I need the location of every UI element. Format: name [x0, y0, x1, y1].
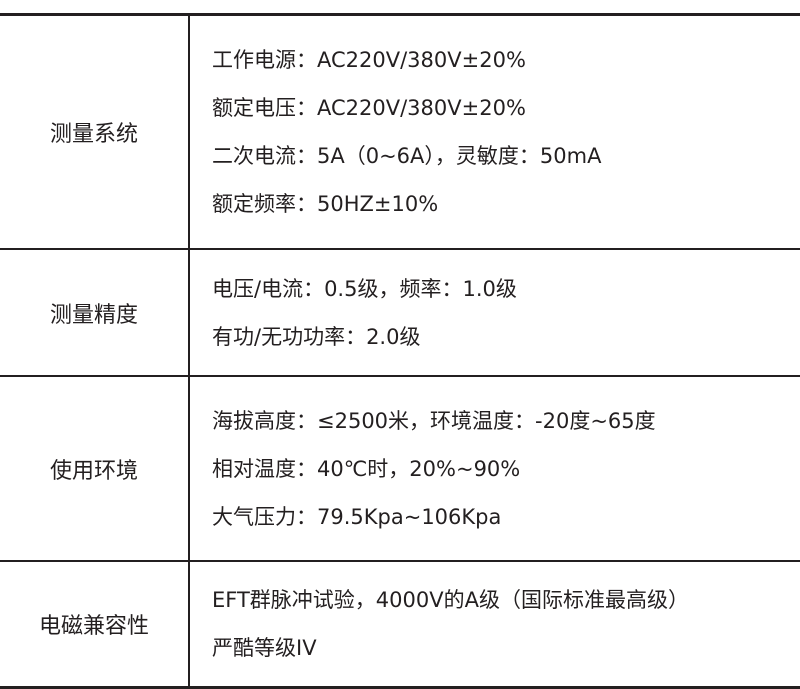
- row-label: 测量精度: [0, 250, 190, 375]
- table-row-measurement-system: 测量系统 工作电源：AC220V/380V±20% 额定电压：AC220V/38…: [0, 16, 800, 248]
- table-row-measurement-accuracy: 测量精度 电压/电流：0.5级，频率：1.0级 有功/无功功率：2.0级: [0, 248, 800, 375]
- row-content: 工作电源：AC220V/380V±20% 额定电压：AC220V/380V±20…: [190, 16, 800, 248]
- spec-line: 大气压力：79.5Kpa~106Kpa: [212, 504, 502, 529]
- spec-line: EFT群脉冲试验，4000V的A级（国际标准最高级）: [212, 588, 689, 612]
- spec-table: 测量系统 工作电源：AC220V/380V±20% 额定电压：AC220V/38…: [0, 13, 800, 689]
- spec-line: 额定电压：AC220V/380V±20%: [212, 96, 526, 120]
- spec-line: 海拔高度：≤2500米，环境温度：-20度~65度: [212, 408, 656, 433]
- row-content: 电压/电流：0.5级，频率：1.0级 有功/无功功率：2.0级: [190, 250, 800, 375]
- spec-line: 严酷等级IV: [212, 636, 317, 660]
- spec-line: 有功/无功功率：2.0级: [212, 324, 421, 349]
- spec-line: 电压/电流：0.5级，频率：1.0级: [212, 276, 517, 301]
- spec-line: 额定频率：50HZ±10%: [212, 192, 439, 216]
- row-label: 测量系统: [0, 16, 190, 248]
- spec-line: 工作电源：AC220V/380V±20%: [212, 48, 526, 72]
- row-content: EFT群脉冲试验，4000V的A级（国际标准最高级） 严酷等级IV: [190, 562, 800, 686]
- table-row-emc: 电磁兼容性 EFT群脉冲试验，4000V的A级（国际标准最高级） 严酷等级IV: [0, 560, 800, 686]
- row-content: 海拔高度：≤2500米，环境温度：-20度~65度 相对温度：40℃时，20%~…: [190, 377, 800, 560]
- table-row-environment: 使用环境 海拔高度：≤2500米，环境温度：-20度~65度 相对温度：40℃时…: [0, 375, 800, 560]
- spec-line: 二次电流：5A（0~6A），灵敏度：50mA: [212, 144, 602, 168]
- spec-line: 相对温度：40℃时，20%~90%: [212, 456, 521, 481]
- row-label: 使用环境: [0, 377, 190, 560]
- row-label: 电磁兼容性: [0, 562, 190, 686]
